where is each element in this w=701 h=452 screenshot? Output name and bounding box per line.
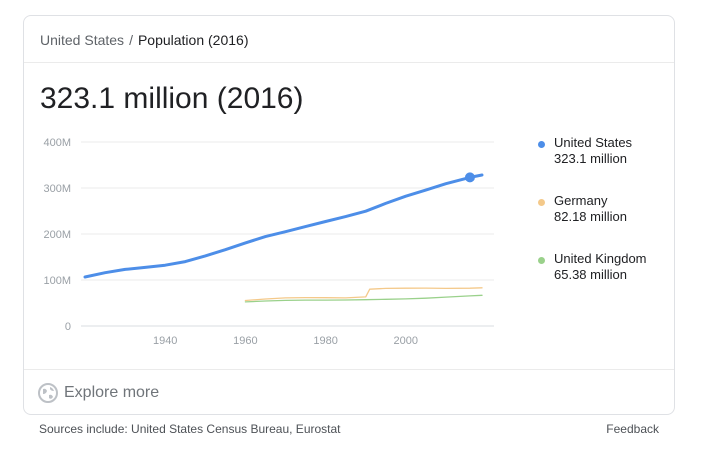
header-divider (24, 62, 674, 63)
highlight-point (464, 172, 475, 183)
chart-legend: United States 323.1 million Germany 82.1… (538, 135, 668, 309)
legend-name-uk: United Kingdom (554, 251, 647, 266)
y-tick-label: 300M (43, 183, 71, 195)
x-tick-label: 1960 (233, 335, 257, 347)
breadcrumb-country[interactable]: United States (40, 32, 125, 48)
breadcrumb: United States / Population (2016) (40, 32, 248, 48)
y-tick-label: 100M (43, 275, 71, 287)
footer-divider (24, 369, 674, 370)
legend-value-germany: 82.18 million (554, 209, 627, 224)
x-tick-label: 2000 (394, 335, 418, 347)
legend-value-uk: 65.38 million (554, 267, 627, 282)
sources-text: Sources include: United States Census Bu… (39, 422, 341, 436)
legend-name-us: United States (554, 135, 633, 150)
breadcrumb-topic: Population (2016) (137, 32, 249, 48)
y-tick-label: 0 (65, 321, 71, 333)
population-line-chart[interactable]: 400M 300M 200M 100M 0 1940 1960 1980 2000 (24, 126, 524, 366)
headline-value: 323.1 million (2016) (40, 82, 304, 115)
population-card: United States / Population (2016) 323.1 mi… (23, 15, 675, 415)
y-tick-label: 200M (43, 229, 71, 241)
globe-icon (38, 383, 58, 403)
explore-more-label: Explore more (64, 384, 160, 401)
legend-item-uk[interactable]: United Kingdom 65.38 million (538, 251, 668, 309)
legend-item-us[interactable]: United States 323.1 million (538, 135, 668, 193)
y-tick-label: 400M (43, 137, 71, 149)
footer: Sources include: United States Census Bu… (39, 422, 659, 436)
series-line-germany (244, 287, 483, 302)
x-tick-label: 1940 (153, 335, 177, 347)
legend-dot-germany (538, 199, 545, 206)
legend-value-us: 323.1 million (554, 151, 627, 166)
explore-more-link[interactable]: Explore more (38, 382, 159, 404)
series-line-united-kingdom (244, 294, 483, 303)
legend-dot-uk (538, 257, 545, 264)
series-line-united-states (83, 173, 484, 279)
legend-dot-us (538, 141, 545, 148)
legend-item-germany[interactable]: Germany 82.18 million (538, 193, 668, 251)
feedback-link[interactable]: Feedback (606, 422, 659, 436)
legend-name-germany: Germany (554, 193, 608, 208)
breadcrumb-separator: / (129, 32, 133, 48)
x-tick-label: 1980 (313, 335, 337, 347)
